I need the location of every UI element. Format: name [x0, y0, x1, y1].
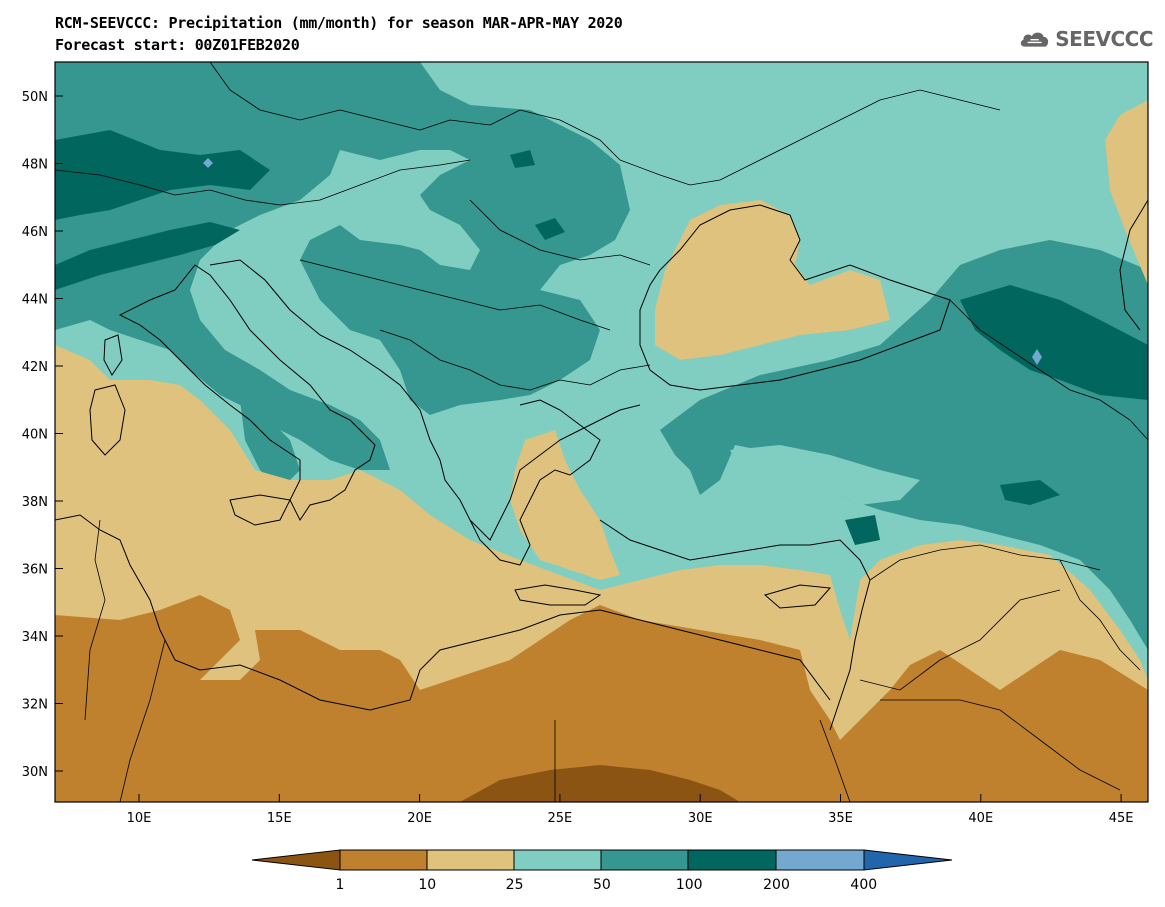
- colorbar-arrow-low: [251, 849, 341, 871]
- field-light-teal-anatolia-core: [730, 445, 920, 505]
- border-alps: [55, 159, 471, 206]
- colorbar-labels: 1 10 25 50 100 200 400: [336, 877, 878, 893]
- lon-label: 20E: [407, 811, 432, 826]
- field-tan-black-sea: [655, 200, 890, 360]
- lat-label: 46N: [22, 225, 48, 240]
- colorbar-swatch-light-teal: [513, 849, 602, 871]
- field-light-blue-spot-1: [203, 158, 213, 168]
- border-central-europe: [209, 62, 621, 161]
- logo-text: SEEVCCC: [1055, 27, 1153, 51]
- coast-north-africa: [55, 514, 831, 711]
- field-dark-teal-east-anatolia: [1000, 480, 1060, 505]
- colorbar: [251, 849, 953, 871]
- coast-black-sea: [639, 204, 951, 391]
- border-saudi: [880, 699, 1121, 791]
- lon-label: 30E: [688, 811, 713, 826]
- colorbar-label: 200: [763, 877, 790, 893]
- cloud-icon: [1020, 32, 1049, 47]
- colorbar-label: 400: [850, 877, 877, 893]
- lat-label: 30N: [22, 765, 48, 780]
- border-balkans-2: [379, 329, 651, 391]
- latitude-axis: 50N 48N 46N 44N 42N 40N 38N 36N 34N 32N 30N: [22, 90, 63, 780]
- coastlines: [55, 199, 1148, 731]
- lat-label: 38N: [22, 495, 48, 510]
- border-iraq: [1059, 559, 1141, 671]
- map-frame: [54, 61, 1149, 803]
- field-dark-teal-patch-1: [535, 218, 565, 240]
- border-ukraine: [619, 89, 1001, 186]
- field-brown-libya: [150, 598, 240, 690]
- colorbar-label: 50: [593, 877, 611, 893]
- lon-label: 45E: [1109, 811, 1134, 826]
- lon-label: 35E: [828, 811, 853, 826]
- field-dark-teal-alps-south: [55, 222, 240, 290]
- border-libya-tunisia: [119, 639, 166, 802]
- coast-balkans: [209, 259, 641, 541]
- coast-greece: [469, 399, 601, 566]
- colorbar-swatch-dark-teal: [687, 849, 777, 871]
- map-field: [55, 62, 1148, 802]
- coast-levant: [829, 579, 871, 731]
- seevccc-logo: SEEVCCC: [1018, 22, 1153, 56]
- lon-label: 40E: [968, 811, 993, 826]
- colorbar-swatch-brown: [339, 849, 428, 871]
- lon-label: 25E: [548, 811, 573, 826]
- field-dark-teal-alps: [55, 130, 270, 220]
- coast-turkey-south: [599, 519, 871, 581]
- colorbar-arrow-high: [863, 849, 953, 871]
- country-borders: [55, 62, 1148, 802]
- coast-caspian: [1119, 199, 1148, 331]
- forecast-start-label: Forecast start: 00Z01FEB2020: [55, 36, 300, 54]
- border-jordan: [859, 589, 1061, 691]
- lon-label: 10E: [127, 811, 152, 826]
- field-tan-caspian: [1105, 100, 1148, 285]
- colorbar-swatch-tan: [426, 849, 515, 871]
- coast-sardinia: [89, 384, 126, 456]
- lat-label: 34N: [22, 630, 48, 645]
- longitude-axis: 10E 15E 20E 25E 30E 35E 40E 45E: [127, 794, 1134, 826]
- lon-label: 15E: [267, 811, 292, 826]
- colorbar-label: 10: [418, 877, 436, 893]
- field-light-blue-spot-2: [1032, 349, 1042, 365]
- field-teal-adriatic: [240, 400, 300, 490]
- colorbar-label: 1: [336, 877, 345, 893]
- colorbar-swatch-teal: [600, 849, 689, 871]
- border-romania: [469, 199, 651, 266]
- border-sinai: [819, 719, 851, 802]
- coast-crete: [514, 584, 602, 606]
- lat-label: 40N: [22, 428, 48, 443]
- lat-label: 32N: [22, 698, 48, 713]
- border-turkey-east: [949, 299, 1148, 441]
- coast-italy: [118, 264, 376, 521]
- coast-sicily: [229, 494, 291, 526]
- border-algeria-tunisia: [84, 519, 106, 721]
- coast-cyprus: [763, 584, 832, 609]
- map-title: RCM-SEEVCCC: Precipitation (mm/month) fo…: [55, 14, 623, 32]
- field-dark-teal-patch-2: [510, 150, 535, 168]
- field-dark-teal-caucasus: [960, 285, 1148, 400]
- lat-label: 48N: [22, 158, 48, 173]
- colorbar-label: 25: [506, 877, 524, 893]
- border-balkans-1: [299, 259, 611, 331]
- field-dark-teal-patch-3: [845, 515, 880, 545]
- field-dark-brown-egypt: [460, 765, 740, 802]
- colorbar-label: 100: [676, 877, 703, 893]
- lat-label: 36N: [22, 563, 48, 578]
- lat-label: 44N: [22, 293, 48, 308]
- field-brown-north-africa: [55, 595, 1148, 802]
- coast-corsica: [103, 334, 123, 376]
- colorbar-swatch-light-blue: [775, 849, 865, 871]
- field-tan-aegean: [510, 430, 620, 580]
- lat-label: 42N: [22, 360, 48, 375]
- lat-label: 50N: [22, 90, 48, 105]
- field-tan-tunisia: [55, 500, 140, 610]
